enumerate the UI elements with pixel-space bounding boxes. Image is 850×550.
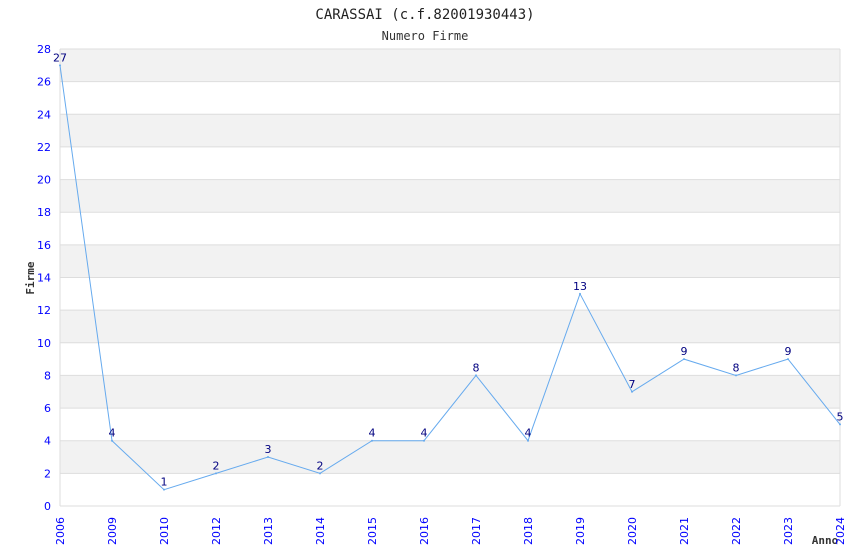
x-tick-label: 2010 [158,517,171,545]
grid-band [60,310,840,343]
y-tick-label: 8 [44,369,51,382]
x-tick-label: 2016 [418,517,431,545]
data-point [527,439,529,442]
grid-band [60,440,840,474]
data-point [839,423,841,426]
data-label: 9 [785,345,792,358]
grid-band [60,49,840,82]
grid-band [60,244,840,278]
data-label: 4 [369,427,376,440]
data-point [475,374,477,377]
y-tick-label: 20 [37,174,51,187]
x-tick-label: 2014 [314,517,327,545]
data-point [163,488,165,491]
data-label: 1 [161,476,168,489]
series-line [59,65,841,491]
data-point [215,472,217,475]
data-point [319,472,321,475]
data-label: 2 [317,459,324,472]
x-tick-label: 2020 [626,517,639,545]
data-label: 2 [213,459,220,472]
y-tick-label: 0 [44,500,51,513]
data-label: 7 [629,378,636,391]
x-tick-label: 2024 [834,517,847,545]
x-tick-label: 2023 [782,517,795,545]
y-axis-label: Firme [24,261,37,294]
y-tick-label: 22 [37,141,51,154]
data-point [579,292,581,295]
data-point [735,374,737,377]
x-tick-label: 2017 [470,517,483,545]
grid-band [60,179,840,213]
chart-title: CARASSAI (c.f.82001930443) [315,7,534,23]
data-point [683,358,685,361]
y-tick-label: 12 [37,304,51,317]
y-tick-label: 18 [37,206,51,219]
data-label: 27 [53,51,67,64]
data-label: 8 [473,361,480,374]
data-point [787,358,789,361]
x-tick-label: 2009 [106,517,119,545]
y-tick-label: 24 [37,108,51,121]
chart-subtitle: Numero Firme [382,29,469,43]
data-point [267,456,269,459]
data-point [371,439,373,442]
y-tick-label: 6 [44,402,51,415]
y-tick-label: 2 [44,467,51,480]
x-tick-label: 2015 [366,517,379,545]
data-point [423,439,425,442]
y-tick-label: 14 [37,272,51,285]
y-tick-label: 16 [37,239,51,252]
x-tick-label: 2006 [54,517,67,545]
y-tick-label: 26 [37,76,51,89]
data-label: 8 [733,361,740,374]
y-tick-label: 10 [37,337,51,350]
data-label: 4 [109,427,116,440]
data-label: 9 [681,345,688,358]
x-axis-label: Anno [812,534,839,547]
grid-band [60,114,840,147]
x-tick-label: 2021 [678,517,691,545]
data-point [631,390,633,393]
data-point [59,64,61,67]
x-tick-label: 2022 [730,517,743,545]
grid-band [60,375,840,409]
data-label: 4 [421,427,428,440]
y-tick-label: 28 [37,43,51,56]
y-tick-label: 4 [44,435,51,448]
data-label: 3 [265,443,272,456]
data-label: 4 [525,427,532,440]
x-tick-label: 2012 [210,517,223,545]
data-point [111,439,113,442]
data-label: 5 [837,410,844,423]
x-tick-label: 2019 [574,517,587,545]
data-label: 13 [573,280,587,293]
x-tick-label: 2018 [522,517,535,545]
x-tick-label: 2013 [262,517,275,545]
